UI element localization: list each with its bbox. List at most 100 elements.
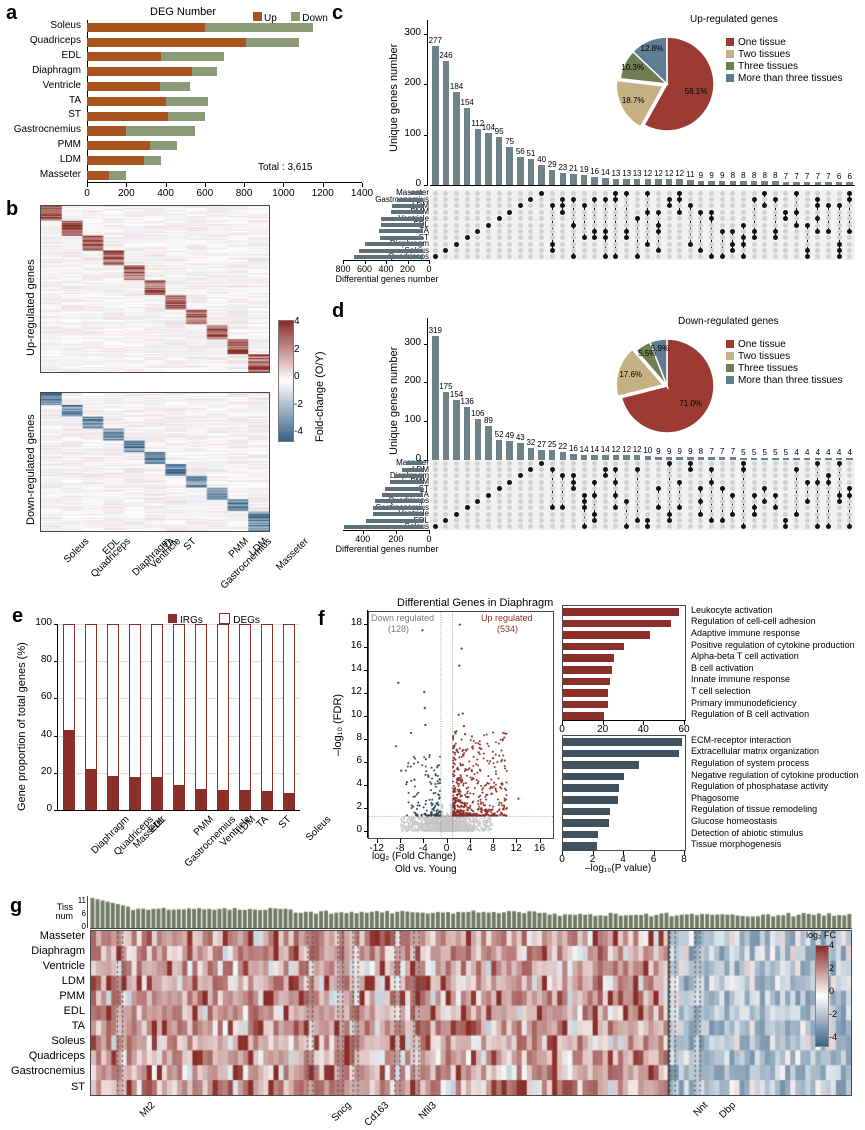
upset-dot-off — [762, 460, 768, 466]
upset-dot-off — [709, 486, 715, 492]
upset-bar-value: 184 — [449, 82, 464, 92]
upset-set-bar — [375, 499, 423, 504]
upset-dot-off — [825, 241, 831, 247]
upset-dot-off — [847, 473, 853, 479]
bar-irgs — [107, 776, 119, 810]
upset-dot-off — [454, 228, 460, 234]
upset-bar — [846, 458, 853, 460]
upset-dot-off — [794, 518, 800, 523]
upset-dot-off — [847, 518, 853, 523]
upset-dot-off — [825, 460, 831, 466]
upset-dot-off — [677, 460, 683, 466]
upset-connector — [583, 205, 585, 238]
panel-d-pie — [612, 330, 722, 440]
upset-dot-off — [698, 203, 704, 209]
upset-dot-off — [432, 209, 438, 215]
upset-dot-off — [709, 241, 715, 247]
upset-dot-off — [507, 498, 513, 504]
upset-bar — [453, 92, 460, 185]
panel-e-plot — [58, 624, 300, 811]
upset-connector — [604, 199, 606, 257]
upset-dot-off — [592, 467, 598, 472]
axis-tick — [364, 669, 368, 671]
upset-dot-off — [517, 190, 523, 196]
panel-g-top-ylabel-line1: Tiss — [56, 902, 73, 912]
upset-dot-off — [687, 209, 693, 215]
upset-bar-value: 49 — [505, 431, 515, 440]
pie-legend-label: Two tissues — [738, 48, 791, 60]
panel-g-gene-label: Nnt — [691, 1100, 710, 1119]
upset-dot-off — [432, 518, 438, 523]
upset-connector — [689, 463, 691, 470]
upset-dot-off — [677, 467, 683, 472]
upset-dot-off — [804, 241, 810, 247]
axis-tick-label: 0 — [559, 854, 565, 865]
legend-swatch-down — [291, 12, 301, 22]
upset-dot-off — [709, 492, 715, 498]
panel-c-yaxis: 0 100 200 300 — [403, 20, 428, 189]
upset-dot-on — [751, 511, 757, 517]
upset-dot-off — [794, 235, 800, 241]
axis-tick-label: 0 — [426, 264, 432, 274]
upset-dot-on — [709, 518, 715, 523]
upset-dot-off — [454, 190, 460, 196]
upset-dot-off — [581, 228, 587, 234]
upset-bar — [676, 456, 683, 460]
upset-dot-off — [687, 235, 693, 241]
upset-dot-off — [645, 473, 651, 479]
upset-dot-off — [592, 254, 598, 260]
upset-dot-off — [783, 505, 789, 511]
upset-dot-off — [464, 254, 470, 260]
go-bar — [563, 607, 679, 616]
upset-bar-value: 12 — [675, 169, 685, 178]
upset-dot-on — [432, 254, 438, 260]
upset-dot-off — [655, 467, 661, 472]
upset-dot-off — [794, 254, 800, 260]
upset-dot-on — [613, 479, 619, 485]
table-row — [87, 170, 127, 180]
upset-dot-off — [539, 209, 545, 215]
panel-g-row-label: Soleus — [51, 1035, 85, 1048]
upset-dot-off — [677, 518, 683, 523]
upset-dot-off — [772, 203, 778, 209]
upset-bar-value: 21 — [568, 164, 578, 174]
upset-connector — [668, 199, 670, 206]
upset-dot-off — [698, 505, 704, 511]
panel-f-title: Differential Genes in Diaphragm — [397, 597, 554, 609]
upset-dot-off — [719, 479, 725, 485]
upset-dot-on — [517, 203, 523, 209]
upset-dot-off — [581, 473, 587, 479]
upset-bar-value: 7 — [719, 447, 725, 457]
upset-dot-off — [528, 460, 534, 466]
upset-set-label: TA — [419, 226, 429, 236]
upset-dot-off — [454, 209, 460, 215]
upset-dot-on — [804, 222, 810, 228]
bar-down — [204, 22, 313, 32]
axis-tick — [424, 134, 428, 136]
upset-dot-off — [794, 248, 800, 253]
upset-dot-off — [730, 486, 736, 492]
upset-dot-off — [825, 190, 831, 196]
upset-bar — [761, 181, 768, 185]
upset-dot-off — [496, 467, 502, 472]
upset-dot-on — [560, 505, 566, 511]
panel-b-heatmap-up — [40, 205, 270, 373]
upset-dot-off — [539, 505, 545, 511]
gridline — [58, 810, 300, 811]
bar-up — [87, 170, 109, 180]
upset-dot-off — [443, 209, 449, 215]
upset-dot-off — [613, 486, 619, 492]
upset-dot-off — [464, 460, 470, 466]
upset-dot-on — [847, 524, 853, 530]
upset-dot-on — [645, 241, 651, 247]
upset-dot-off — [464, 203, 470, 209]
axis-tick-label: -8 — [395, 843, 405, 854]
panel-b-heatmap-down — [40, 392, 270, 532]
upset-dot-off — [613, 216, 619, 222]
bar-irgs — [129, 776, 141, 810]
upset-dot-off — [432, 467, 438, 472]
upset-bar-value: 10 — [643, 446, 653, 456]
upset-dot-off — [815, 222, 821, 228]
go-bar — [563, 619, 671, 628]
upset-dot-off — [825, 505, 831, 511]
